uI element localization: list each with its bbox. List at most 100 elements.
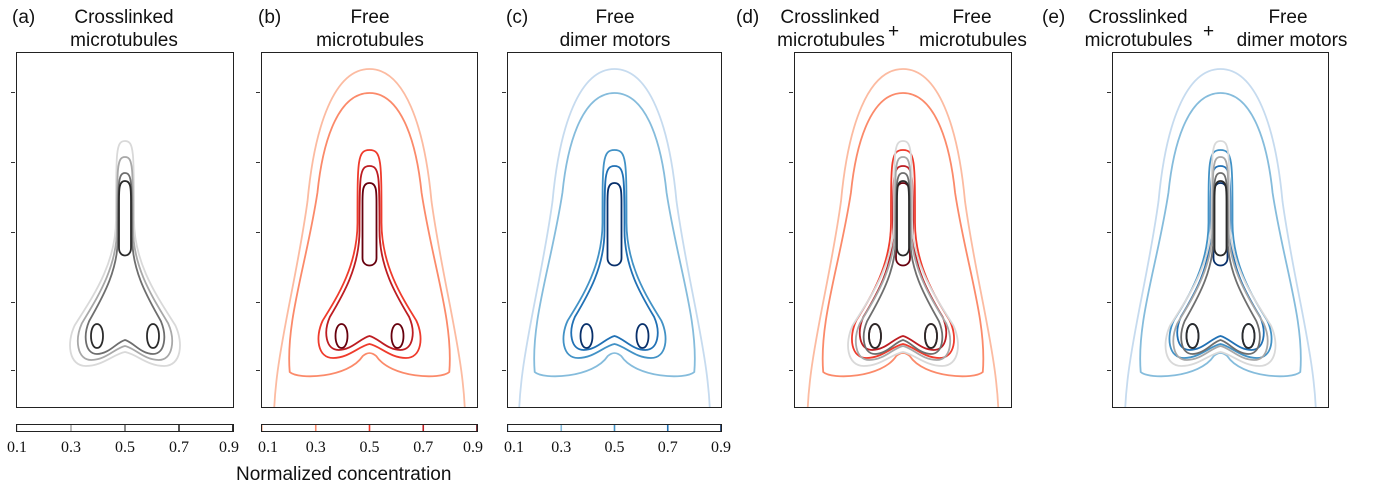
panel-b-contours (273, 68, 466, 407)
panel-a-label: (a) (12, 7, 36, 28)
panel-d-crosslinked-contour-0.9-left-lobe (868, 323, 882, 349)
panel-d-contours (806, 68, 1000, 407)
panel-b-title-line1: Free (350, 7, 390, 28)
colorbar-tick-label: 0.5 (115, 439, 135, 456)
panel-a-title-line1: Crosslinked (74, 7, 174, 28)
colorbar-tick-label: 0.9 (711, 439, 731, 456)
panel-e-title-line2: microtubules (1084, 30, 1193, 51)
panel-c-title-line2: dimer motors (559, 30, 671, 51)
colorbar-blue-ticks (508, 425, 721, 431)
panel-d-title-line2: microtubules (777, 30, 885, 51)
y-axis-tick (502, 162, 506, 163)
panel-d-crosslinked-contour-0.5-outer (854, 156, 952, 361)
y-axis-tick (789, 162, 793, 163)
colorbar-tick-label: 0.7 (657, 439, 678, 456)
panel-c-plot (507, 52, 722, 408)
panel-e-plot (1112, 52, 1329, 408)
panel-e-crosslinked-contour-0.5-outer (1172, 156, 1269, 361)
panel-c-contour-0.7 (570, 165, 659, 351)
colorbar-tick-label: 0.5 (604, 439, 625, 456)
panel-e-crosslinked-contour-0.7-outer (1180, 172, 1261, 355)
panel-b-contour-0.9-left-lobe (334, 323, 349, 349)
panel-a-contours (69, 140, 181, 367)
y-axis-tick (1107, 302, 1111, 303)
panel-b-contour-0.3 (288, 92, 451, 378)
panel-d-crosslinked-contour-0.9-stem (896, 180, 910, 257)
panel-b-contour-0.1 (273, 68, 466, 407)
panel-d-title-line1b: Free (952, 7, 992, 28)
panel-e-title-line2b: dimer motors (1236, 30, 1348, 51)
y-axis-tick (502, 370, 506, 371)
y-axis-tick (789, 92, 793, 93)
panel-e-crosslinked-contour-0.9-stem (1213, 180, 1228, 257)
panel-b-plot (261, 52, 478, 408)
panel-d-title-line2b: microtubules (919, 30, 1027, 51)
panel-c-contour-0.3 (533, 92, 696, 378)
panel-e-title-line1b: Free (1268, 7, 1308, 28)
colorbar-tick-label: 0.1 (7, 439, 27, 456)
y-axis-tick (256, 232, 260, 233)
y-axis-tick (1107, 162, 1111, 163)
panel-e-crosslinked-contour-0.9-left-lobe (1185, 323, 1200, 349)
y-axis-tick (1107, 370, 1111, 371)
colorbar-tick-label: 0.1 (504, 439, 524, 456)
panel-c-contours (518, 68, 711, 407)
panel-d-contour-0.1 (806, 68, 1000, 407)
panel-a-contour-0.5-outer (76, 156, 174, 361)
y-axis-tick (789, 370, 793, 371)
panel-c-contour-0.1 (518, 68, 711, 407)
panel-a-title-line2: microtubules (70, 30, 178, 51)
panel-a-contour-0.3 (69, 140, 181, 367)
y-axis-tick (256, 92, 260, 93)
panel-e-label: (e) (1042, 7, 1066, 28)
panel-b-contour-0.5 (317, 149, 422, 359)
panel-e-contour-0.5 (1168, 149, 1273, 359)
y-axis-tick (256, 370, 260, 371)
panel-c-contour-0.9-stem (606, 182, 623, 267)
panel-e-contours (1124, 68, 1317, 407)
panel-d-plot (794, 52, 1012, 408)
panel-a-plot (16, 52, 234, 408)
panel-e-contour-0.3 (1139, 92, 1302, 378)
panel-c-contour-0.5 (562, 149, 667, 359)
panel-b-label: (b) (258, 7, 282, 28)
panel-e-contour-0.1 (1124, 68, 1317, 407)
y-axis-tick (1107, 92, 1111, 93)
panel-b-contour-0.9-stem (361, 182, 378, 267)
panel-d-crosslinked-contour-0.7-outer (862, 172, 944, 355)
y-axis-tick (789, 302, 793, 303)
panel-d-crosslinked-contour-0.3 (847, 140, 959, 367)
colorbar-tick-label: 0.3 (61, 439, 81, 456)
panel-e-crosslinked-contour-0.9-right-lobe (1241, 323, 1256, 349)
panel-c-contour-0.9-right-lobe (635, 323, 650, 349)
colorbar-tick-label: 0.3 (551, 439, 572, 456)
colorbar-tick-label: 0.5 (359, 439, 380, 456)
colorbar-blue (507, 424, 722, 432)
y-axis-tick (11, 232, 15, 233)
panel-c-contour-0.9-left-lobe (579, 323, 594, 349)
panel-d-crosslinked-contour-0.9-right-lobe (924, 323, 938, 349)
y-axis-tick (502, 92, 506, 93)
panel-e-contour-0.7 (1176, 165, 1265, 351)
panel-e-crosslinked-contour-0.3 (1164, 140, 1277, 367)
y-axis-tick (11, 302, 15, 303)
y-axis-tick (502, 232, 506, 233)
panel-b-contour-0.9-right-lobe (390, 323, 405, 349)
panel-c-label: (c) (506, 7, 529, 28)
panel-b-contour-0.7 (325, 165, 414, 351)
y-axis-tick (1107, 232, 1111, 233)
colorbar-tick-label: 0.9 (463, 439, 483, 456)
panel-a-contour-0.9-stem (118, 180, 132, 257)
colorbar-grey (16, 424, 234, 432)
colorbar-grey-ticks (17, 425, 233, 431)
colorbar-axis-label: Normalized concentration (236, 464, 452, 485)
panel-c-title-line1: Free (595, 7, 635, 28)
panel-d-contour-0.7 (858, 165, 948, 351)
panel-e-plus: + (1203, 21, 1215, 42)
colorbar-tick-label: 0.7 (169, 439, 189, 456)
panel-d-plus: + (888, 21, 900, 42)
y-axis-tick (11, 162, 15, 163)
y-axis-tick (256, 162, 260, 163)
colorbar-tick-label: 0.1 (258, 439, 278, 456)
y-axis-tick (502, 302, 506, 303)
